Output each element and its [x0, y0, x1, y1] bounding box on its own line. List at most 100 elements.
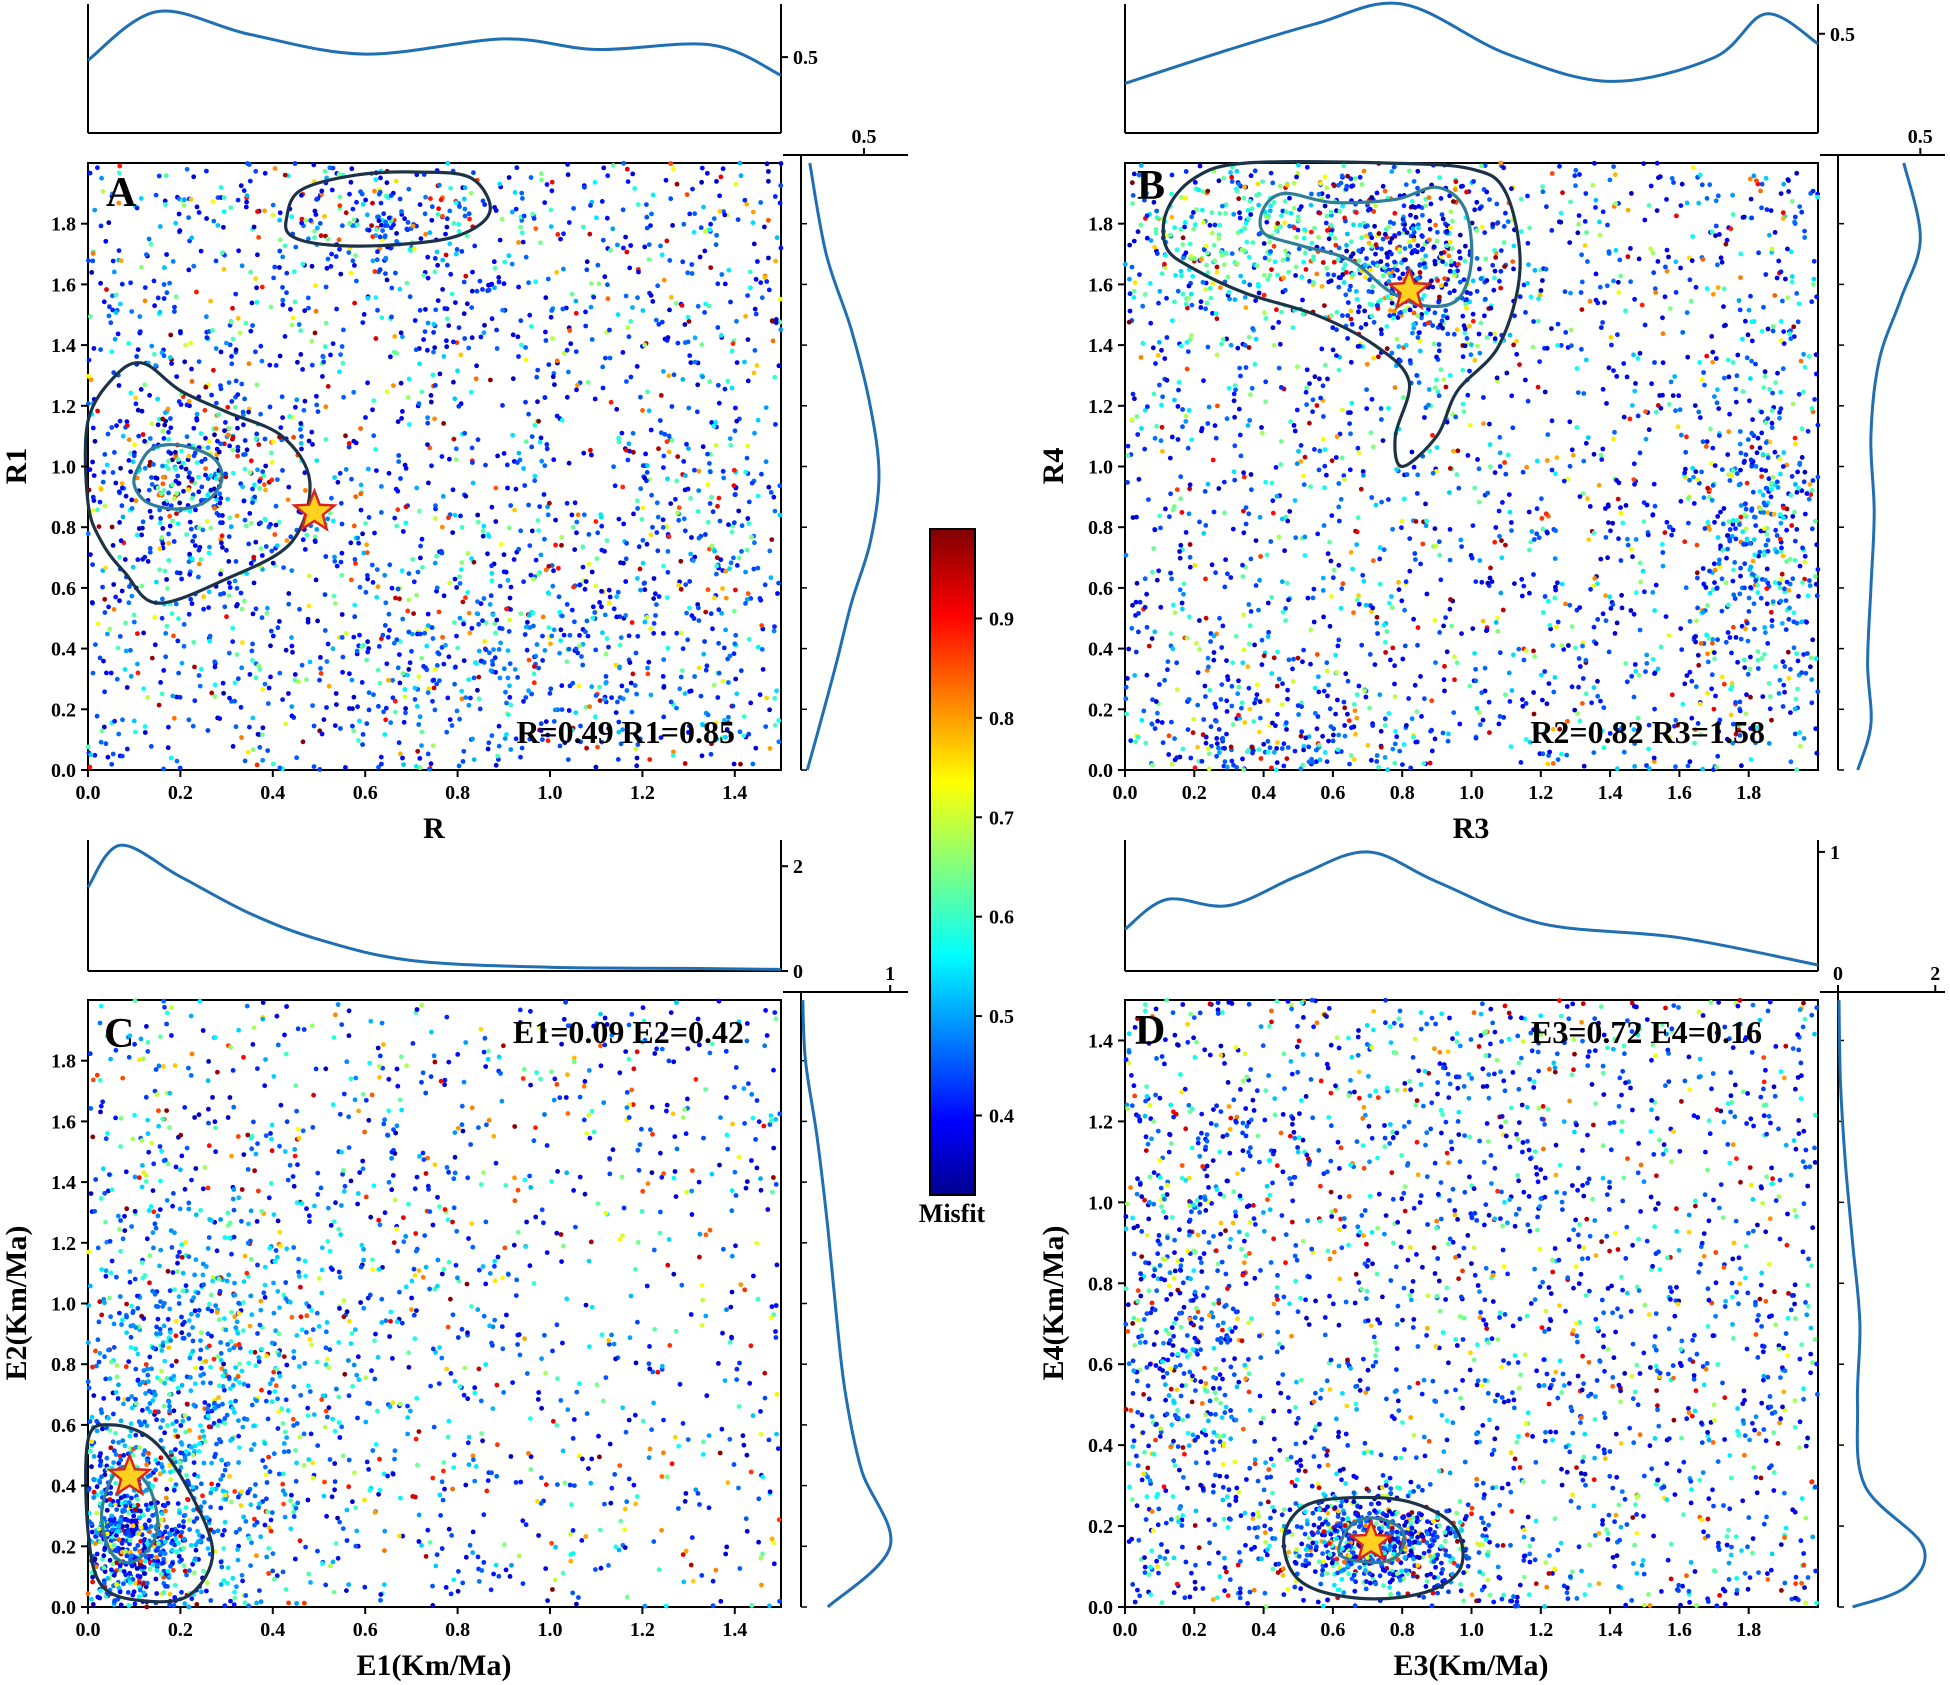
panel-a-point	[128, 469, 134, 475]
panel-b-point	[1176, 380, 1182, 385]
panel-b-point	[1460, 313, 1466, 319]
panel-a-point	[546, 362, 552, 367]
panel-a-point	[757, 596, 763, 601]
panel-b-point	[1610, 520, 1616, 526]
panel-a-point	[528, 175, 534, 180]
panel-a-point	[739, 549, 744, 554]
panel-a-point	[309, 429, 315, 435]
panel-b-point	[1310, 397, 1316, 403]
panel-a-point	[375, 584, 381, 590]
panel-a-point	[306, 438, 312, 444]
panel-a-point	[668, 501, 674, 506]
panel-b-point	[1345, 678, 1351, 684]
panel-a-point	[640, 560, 646, 566]
panel-b-point	[1451, 710, 1457, 715]
panel-b-point	[1472, 207, 1478, 213]
panel-b-point	[1432, 736, 1438, 742]
panel-a-point	[363, 415, 368, 420]
panel-a-point	[208, 298, 214, 304]
panel-b-point	[1591, 583, 1597, 589]
panel-a-point	[146, 236, 152, 242]
panel-a-point	[564, 394, 570, 400]
panel-b-point	[1157, 513, 1162, 519]
panel-b-point	[1611, 368, 1616, 373]
panel-b-point	[1624, 374, 1630, 380]
panel-b-point	[1389, 169, 1395, 174]
panel-b-point	[1211, 650, 1217, 655]
panel-a-point	[614, 594, 620, 600]
panel-b-point	[1561, 478, 1567, 484]
panel-a-point	[341, 394, 346, 400]
panel-a-point	[146, 487, 152, 493]
panel-a-point	[556, 594, 562, 600]
panel-a-point	[747, 269, 753, 275]
panel-a-point	[620, 696, 626, 702]
panel-b-point	[1762, 374, 1768, 379]
panel-a-point	[133, 395, 139, 401]
panel-a-point	[675, 510, 680, 516]
panel-a-point	[124, 685, 130, 690]
panel-a-point	[288, 306, 293, 312]
panel-a-point	[637, 566, 643, 572]
panel-b-point	[1789, 474, 1795, 479]
panel-a-point	[194, 289, 199, 295]
panel-b-point	[1791, 619, 1797, 625]
panel-a-point	[232, 698, 238, 704]
panel-b-point	[1593, 197, 1599, 203]
panel-b-point	[1316, 234, 1321, 240]
panel-b-point	[1600, 386, 1606, 392]
panel-a-point	[420, 565, 425, 570]
panel-b-point	[1180, 424, 1185, 430]
panel-a-point	[675, 340, 681, 346]
panel-a-point	[351, 694, 357, 700]
panel-a-point	[661, 277, 667, 283]
panel-a-contour-outer	[83, 361, 312, 605]
panel-a-point	[120, 485, 125, 491]
panel-b-point	[1300, 659, 1305, 665]
panel-b-point	[1424, 518, 1429, 524]
panel-b-point	[1643, 669, 1648, 674]
panel-a-point	[204, 168, 209, 174]
panel-a-point	[552, 707, 558, 713]
panel-b-point	[1194, 641, 1199, 646]
panel-b-point	[1505, 219, 1511, 225]
panel-b-point	[1734, 373, 1740, 379]
panel-b-point	[1248, 173, 1254, 179]
panel-b-point	[1212, 222, 1218, 228]
panel-b-point	[1243, 505, 1249, 510]
panel-a-point	[592, 179, 598, 185]
panel-a-point	[221, 195, 227, 201]
panel-a-point	[533, 557, 539, 563]
panel-a-point	[452, 396, 458, 402]
panel-a-point	[354, 648, 360, 654]
panel-a-point	[645, 665, 650, 671]
panel-a-point	[489, 563, 494, 569]
panel-a-point	[292, 299, 298, 305]
panel-b-point	[1377, 581, 1383, 587]
panel-b-point	[1198, 305, 1204, 310]
panel-a-point	[272, 166, 278, 171]
panel-b-point	[1265, 634, 1271, 639]
panel-a-point	[529, 434, 535, 439]
panel-a-point	[606, 644, 611, 650]
panel-b-point	[1790, 514, 1796, 519]
panel-b-point	[1605, 555, 1610, 561]
panel-a-point	[237, 330, 243, 336]
panel-a-point	[593, 583, 599, 589]
panel-a-point	[649, 211, 654, 217]
panel-b-point	[1579, 252, 1584, 258]
panel-a-point	[624, 249, 630, 255]
panel-a-point	[226, 593, 232, 598]
panel-a-point	[209, 690, 215, 696]
panel-a-point	[481, 596, 487, 601]
panel-b-point	[1737, 429, 1743, 434]
panel-b-point	[1637, 350, 1643, 356]
panel-b-point	[1359, 235, 1365, 241]
panel-a-point	[100, 479, 106, 485]
panel-a-point	[172, 496, 177, 502]
panel-a-point	[184, 434, 190, 440]
panel-a-point	[181, 643, 187, 649]
panel-a-point	[170, 482, 175, 487]
panel-b-point	[1503, 471, 1509, 477]
panel-b-point	[1768, 494, 1774, 500]
